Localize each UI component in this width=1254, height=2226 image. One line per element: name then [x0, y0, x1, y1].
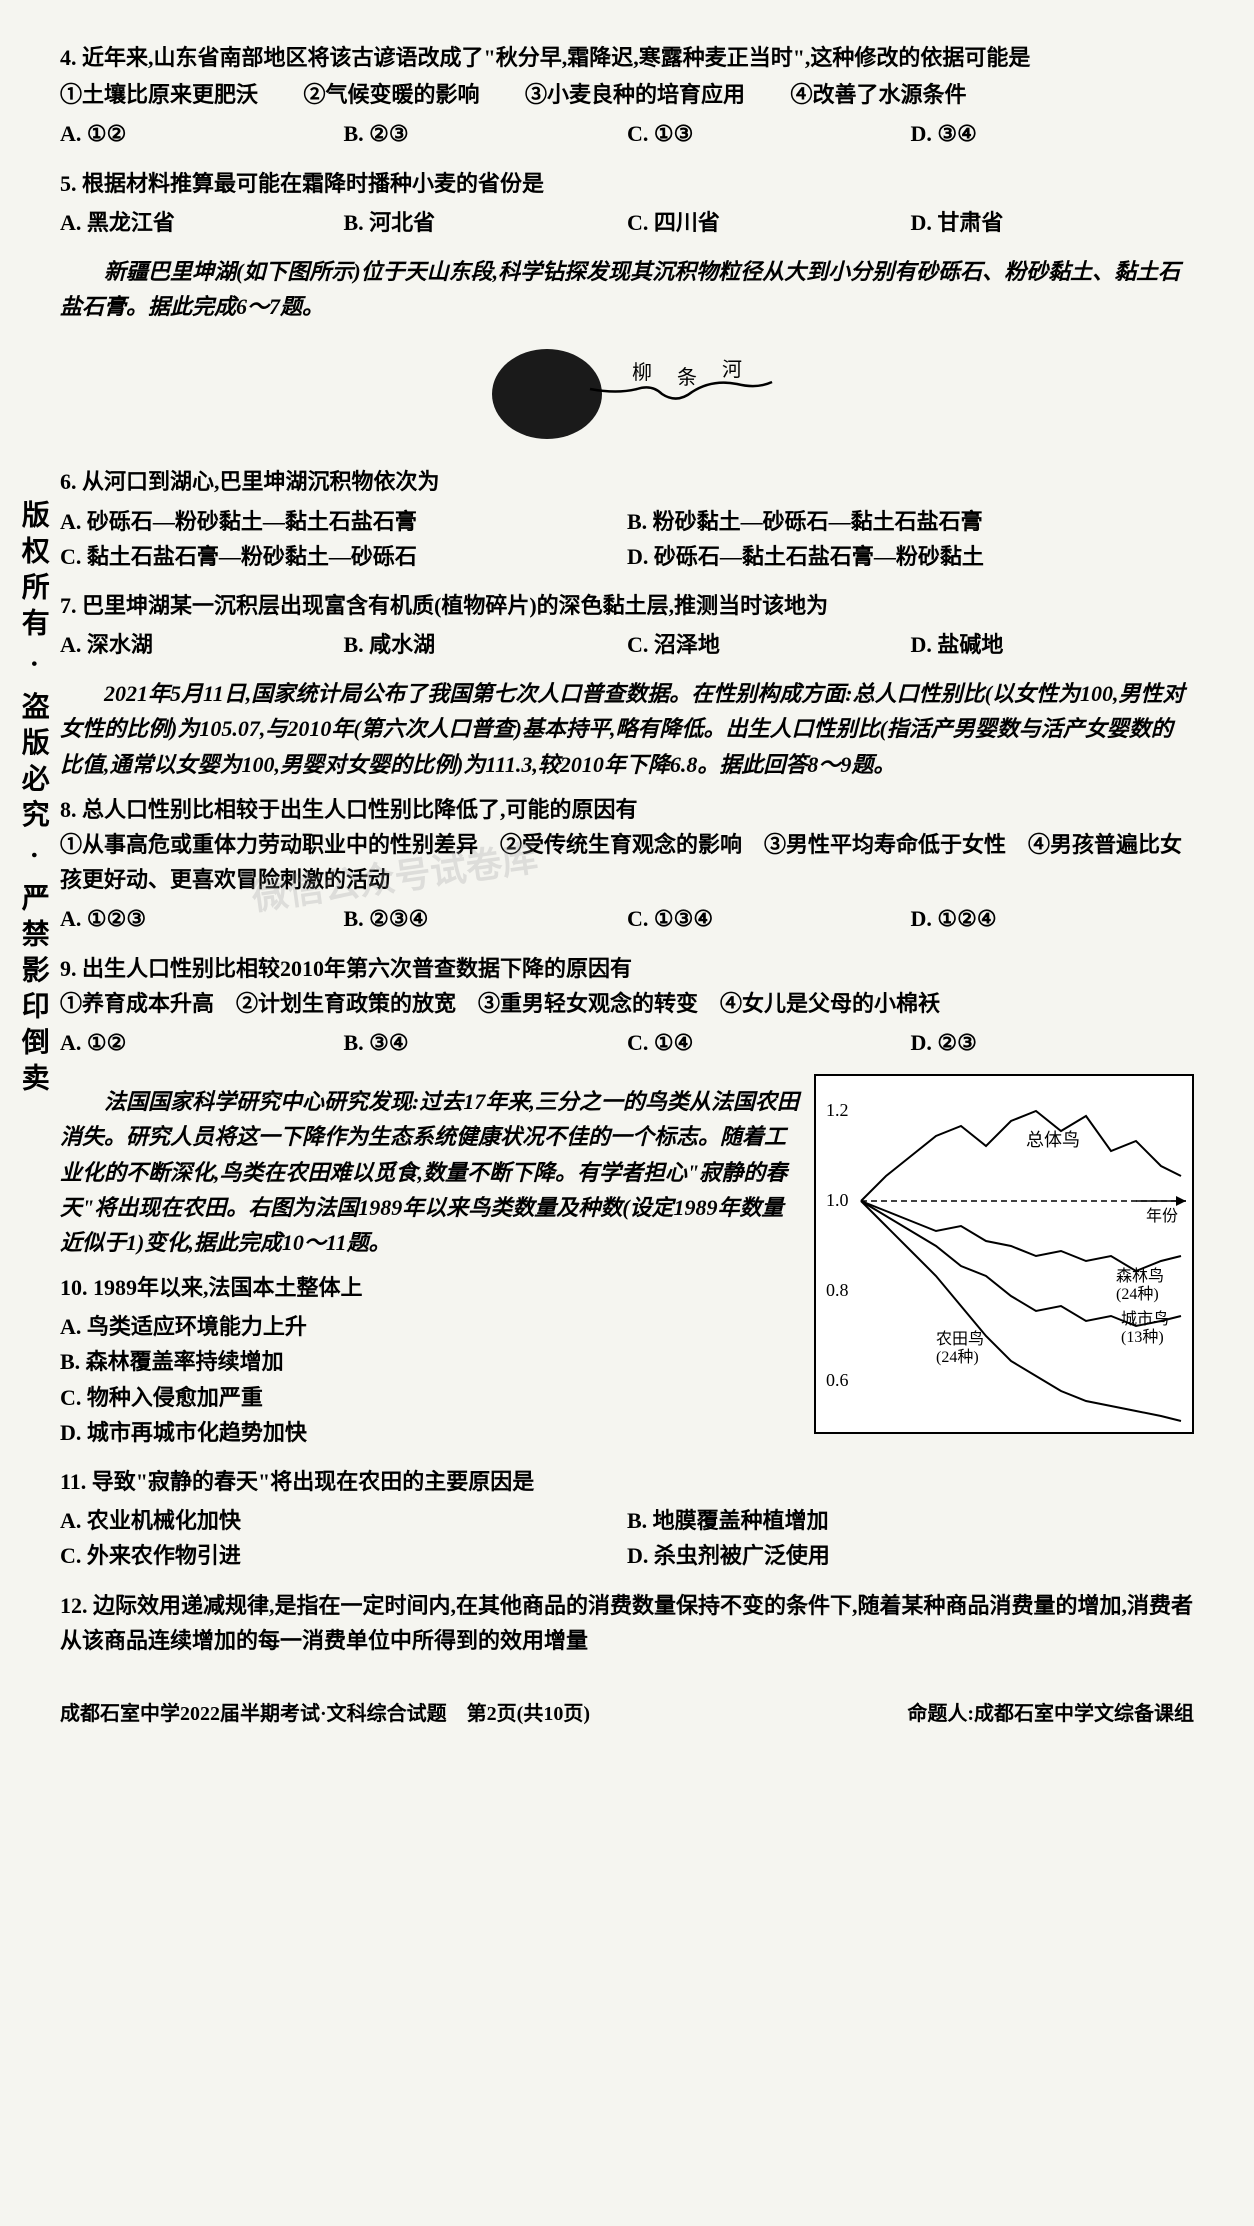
q4-sub-3: ③小麦良种的培育应用 — [525, 82, 745, 107]
q9-subs: ①养育成本升高 ②计划生育政策的放宽 ③重男轻女观念的转变 ④女儿是父母的小棉袄 — [60, 986, 1194, 1021]
q4-sub-2: ②气候变暖的影响 — [304, 82, 480, 107]
lake-figure: 柳 条 河 — [60, 334, 1194, 454]
passage-1: 新疆巴里坤湖(如下图所示)位于天山东段,科学钻探发现其沉积物粒径从大到小分别有砂… — [60, 254, 1194, 324]
q4-sub-4: ④改善了水源条件 — [791, 82, 967, 107]
q9-opt-b: B. ③④ — [344, 1025, 628, 1060]
q9-options: A. ①② B. ③④ C. ①④ D. ②③ — [60, 1025, 1194, 1060]
q10-options: A. 鸟类适应环境能力上升 B. 森林覆盖率持续增加 C. 物种入侵愈加严重 D… — [60, 1309, 804, 1450]
q8-opt-b: B. ②③④ — [344, 901, 628, 936]
q7-stem: 7. 巴里坤湖某一沉积层出现富含有机质(植物碎片)的深色黏土层,推测当时该地为 — [60, 588, 1194, 623]
q7-options: A. 深水湖 B. 咸水湖 C. 沼泽地 D. 盐碱地 — [60, 627, 1194, 662]
q8-opt-a: A. ①②③ — [60, 901, 344, 936]
series-forest: 森林鸟 — [1116, 1267, 1164, 1285]
q4-opt-b: B. ②③ — [344, 116, 628, 151]
question-4: 4. 近年来,山东省南部地区将该古谚语改成了"秋分早,霜降迟,寒露种麦正当时",… — [60, 40, 1194, 152]
q7-opt-b: B. 咸水湖 — [344, 627, 628, 662]
q5-opt-a: A. 黑龙江省 — [60, 205, 344, 240]
q7-opt-d: D. 盐碱地 — [911, 627, 1195, 662]
q11-opt-c: C. 外来农作物引进 — [60, 1538, 627, 1573]
question-6: 6. 从河口到湖心,巴里坤湖沉积物依次为 A. 砂砾石—粉砂黏土—黏土石盐石膏 … — [60, 464, 1194, 574]
series-farm: 农田鸟 — [936, 1330, 984, 1348]
page-footer: 成都石室中学2022届半期考试·文科综合试题 第2页(共10页) 命题人:成都石… — [60, 1698, 1194, 1730]
q9-stem: 9. 出生人口性别比相较2010年第六次普查数据下降的原因有 — [60, 951, 1194, 986]
q4-opt-d: D. ③④ — [911, 116, 1195, 151]
ytick-2: 1.0 — [826, 1190, 849, 1210]
series-forest-count: (24种) — [1116, 1285, 1159, 1303]
q11-opt-d: D. 杀虫剂被广泛使用 — [627, 1538, 1194, 1573]
q5-opt-c: C. 四川省 — [627, 205, 911, 240]
q10-opt-a: A. 鸟类适应环境能力上升 — [60, 1309, 804, 1344]
q4-opt-c: C. ①③ — [627, 116, 911, 151]
question-9: 9. 出生人口性别比相较2010年第六次普查数据下降的原因有 ①养育成本升高 ②… — [60, 951, 1194, 1061]
q4-sub-1: ①土壤比原来更肥沃 — [60, 82, 258, 107]
question-7: 7. 巴里坤湖某一沉积层出现富含有机质(植物碎片)的深色黏土层,推测当时该地为 … — [60, 588, 1194, 662]
lake-label-3: 河 — [722, 358, 742, 381]
q10-opt-c: C. 物种入侵愈加严重 — [60, 1380, 804, 1415]
bird-chart: 1.2 1.0 0.8 0.6 年份 总体鸟 森林鸟 (24种) 城市鸟 (13… — [814, 1074, 1194, 1434]
q6-opt-b: B. 粉砂黏土—砂砾石—黏土石盐石膏 — [627, 504, 1194, 539]
side-copyright: 版权所有 · 盗版必究 · 严禁影印倒卖 — [10, 500, 55, 1099]
series-total: 总体鸟 — [1026, 1130, 1080, 1150]
q8-stem: 8. 总人口性别比相较于出生人口性别比降低了,可能的原因有 — [60, 792, 1194, 827]
q4-stem: 4. 近年来,山东省南部地区将该古谚语改成了"秋分早,霜降迟,寒露种麦正当时",… — [60, 40, 1194, 75]
q5-options: A. 黑龙江省 B. 河北省 C. 四川省 D. 甘肃省 — [60, 205, 1194, 240]
ytick-4: 0.6 — [826, 1370, 849, 1390]
q6-options: A. 砂砾石—粉砂黏土—黏土石盐石膏 B. 粉砂黏土—砂砾石—黏土石盐石膏 C.… — [60, 504, 1194, 574]
q4-options: A. ①② B. ②③ C. ①③ D. ③④ — [60, 116, 1194, 151]
question-5: 5. 根据材料推算最可能在霜降时播种小麦的省份是 A. 黑龙江省 B. 河北省 … — [60, 166, 1194, 240]
q9-opt-c: C. ①④ — [627, 1025, 911, 1060]
q5-opt-d: D. 甘肃省 — [911, 205, 1195, 240]
q8-opt-d: D. ①②④ — [911, 901, 1195, 936]
q11-options: A. 农业机械化加快 B. 地膜覆盖种植增加 C. 外来农作物引进 D. 杀虫剂… — [60, 1503, 1194, 1573]
question-8: 8. 总人口性别比相较于出生人口性别比降低了,可能的原因有 ①从事高危或重体力劳… — [60, 792, 1194, 937]
passage-2: 2021年5月11日,国家统计局公布了我国第七次人口普查数据。在性别构成方面:总… — [60, 676, 1194, 782]
q9-opt-a: A. ①② — [60, 1025, 344, 1060]
q6-stem: 6. 从河口到湖心,巴里坤湖沉积物依次为 — [60, 464, 1194, 499]
q4-opt-a: A. ①② — [60, 116, 344, 151]
q9-opt-d: D. ②③ — [911, 1025, 1195, 1060]
q11-opt-a: A. 农业机械化加快 — [60, 1503, 627, 1538]
xlabel: 年份 — [1146, 1207, 1178, 1225]
ytick-3: 0.8 — [826, 1280, 849, 1300]
lake-label-2: 条 — [677, 366, 697, 389]
q7-opt-c: C. 沼泽地 — [627, 627, 911, 662]
question-11: 11. 导致"寂静的春天"将出现在农田的主要原因是 A. 农业机械化加快 B. … — [60, 1464, 1194, 1574]
series-city-count: (13种) — [1121, 1328, 1164, 1346]
q6-opt-a: A. 砂砾石—粉砂黏土—黏土石盐石膏 — [60, 504, 627, 539]
q4-subs: ①土壤比原来更肥沃 ②气候变暖的影响 ③小麦良种的培育应用 ④改善了水源条件 — [60, 77, 1194, 112]
q8-subs: ①从事高危或重体力劳动职业中的性别差异 ②受传统生育观念的影响 ③男性平均寿命低… — [60, 827, 1194, 897]
q6-opt-d: D. 砂砾石—黏土石盐石膏—粉砂黏土 — [627, 539, 1194, 574]
q7-opt-a: A. 深水湖 — [60, 627, 344, 662]
q10-opt-b: B. 森林覆盖率持续增加 — [60, 1344, 804, 1379]
q12-stem: 12. 边际效用递减规律,是指在一定时间内,在其他商品的消费数量保持不变的条件下… — [60, 1588, 1194, 1658]
q8-opt-c: C. ①③④ — [627, 901, 911, 936]
footer-left: 成都石室中学2022届半期考试·文科综合试题 第2页(共10页) — [60, 1698, 590, 1730]
ytick-1: 1.2 — [826, 1100, 849, 1120]
q10-opt-d: D. 城市再城市化趋势加快 — [60, 1415, 804, 1450]
q6-opt-c: C. 黏土石盐石膏—粉砂黏土—砂砾石 — [60, 539, 627, 574]
q8-options: A. ①②③ B. ②③④ C. ①③④ D. ①②④ — [60, 901, 1194, 936]
lake-label-1: 柳 — [632, 361, 652, 384]
q11-opt-b: B. 地膜覆盖种植增加 — [627, 1503, 1194, 1538]
series-farm-count: (24种) — [936, 1348, 979, 1366]
question-12: 12. 边际效用递减规律,是指在一定时间内,在其他商品的消费数量保持不变的条件下… — [60, 1588, 1194, 1658]
q11-stem: 11. 导致"寂静的春天"将出现在农田的主要原因是 — [60, 1464, 1194, 1499]
q5-opt-b: B. 河北省 — [344, 205, 628, 240]
series-city: 城市鸟 — [1121, 1310, 1169, 1328]
footer-right: 命题人:成都石室中学文综备课组 — [907, 1698, 1194, 1730]
q5-stem: 5. 根据材料推算最可能在霜降时播种小麦的省份是 — [60, 166, 1194, 201]
